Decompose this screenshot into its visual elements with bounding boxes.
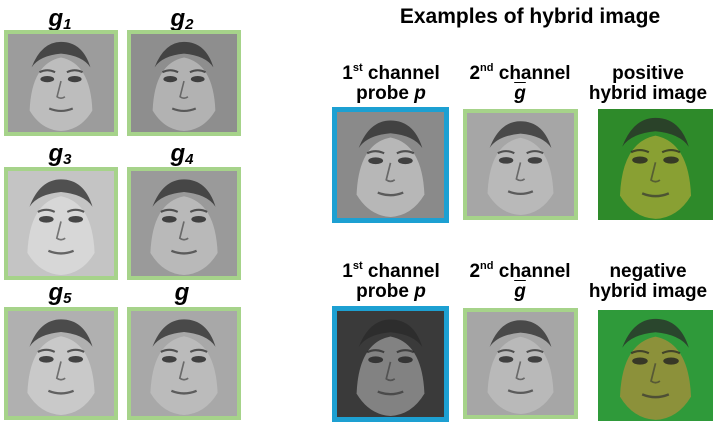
gallery-face-g1 bbox=[4, 30, 118, 136]
negative-hybrid-image bbox=[598, 310, 713, 421]
label-g2: g2 bbox=[170, 5, 194, 33]
label-g3: g3 bbox=[48, 140, 72, 168]
gallery-face-g4 bbox=[127, 167, 241, 280]
header-negative-hybrid: negative hybrid image bbox=[588, 261, 708, 302]
label-g5: g5 bbox=[48, 279, 72, 307]
gallery-face-g2 bbox=[127, 30, 241, 136]
label-g-mean: g bbox=[174, 279, 190, 306]
header-positive-hybrid: positive hybrid image bbox=[588, 63, 708, 104]
probe-image-negative bbox=[332, 306, 449, 422]
label-g4: g4 bbox=[170, 140, 194, 168]
header-first-channel-2: 1st channel probe p bbox=[342, 260, 440, 302]
mean-gallery-image-2 bbox=[463, 308, 578, 419]
header-first-channel-1: 1st channel probe p bbox=[342, 62, 440, 104]
header-second-channel-1: 2nd channel g bbox=[469, 62, 571, 104]
label-g1: g1 bbox=[48, 5, 72, 33]
gallery-face-g5 bbox=[4, 307, 118, 420]
figure-title: Examples of hybrid image bbox=[399, 5, 661, 28]
gallery-face-g-mean bbox=[127, 307, 241, 420]
mean-gallery-image-1 bbox=[463, 109, 578, 220]
positive-hybrid-image bbox=[598, 109, 713, 220]
probe-image-positive bbox=[332, 107, 449, 223]
gallery-face-g3 bbox=[4, 167, 118, 280]
header-second-channel-2: 2nd channel g bbox=[469, 260, 571, 302]
